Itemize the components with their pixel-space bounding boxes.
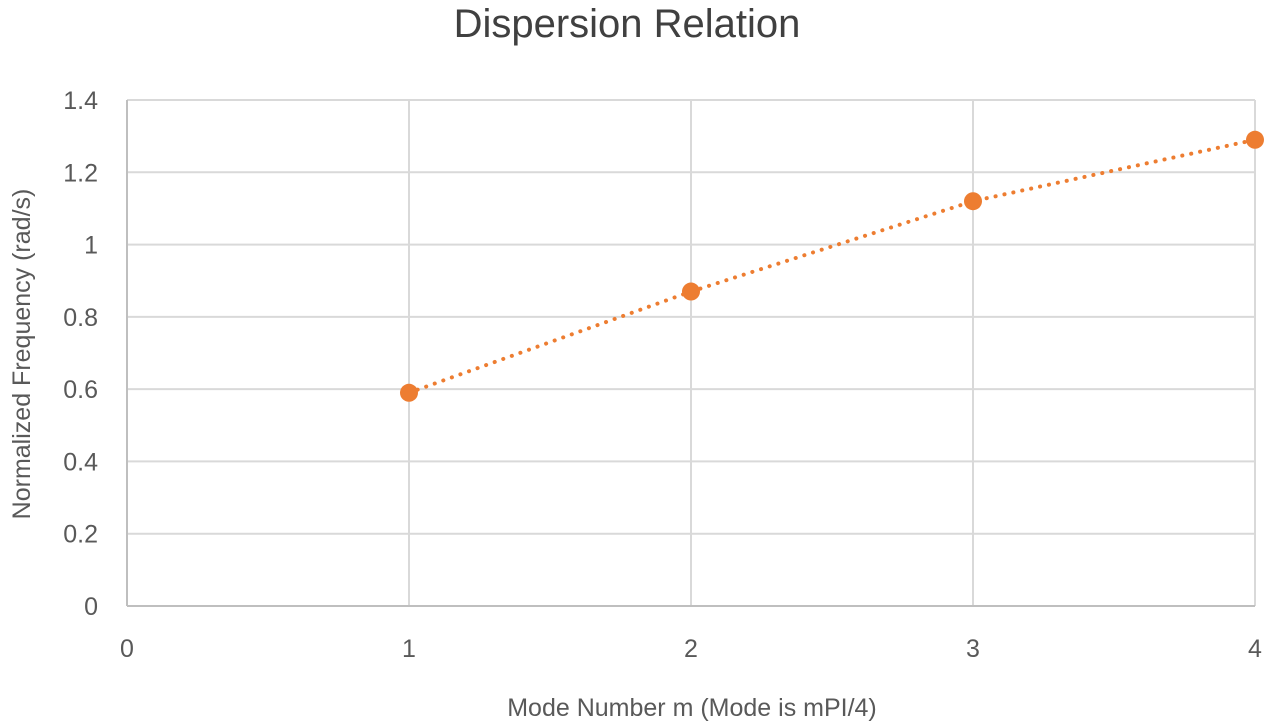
x-tick-label: 4 (1248, 635, 1262, 663)
y-tick-label: 0.8 (63, 304, 98, 332)
y-tick-label: 1 (84, 232, 98, 260)
data-point-marker (1246, 130, 1264, 149)
gridlines (126, 99, 1256, 607)
y-tick-label: 0.4 (63, 448, 98, 476)
x-tick-label: 2 (684, 635, 698, 663)
y-tick-label: 0.6 (63, 376, 98, 404)
x-axis-title: Mode Number m (Mode is mPI/4) (507, 694, 877, 722)
data-series (400, 130, 1264, 402)
chart-title: Dispersion Relation (454, 2, 801, 46)
data-point-marker (682, 282, 700, 301)
x-tick-label: 3 (966, 635, 980, 663)
y-axis-title: Normalized Frequency (rad/s) (8, 189, 36, 520)
data-point-marker (400, 383, 418, 402)
series-line (407, 137, 1257, 395)
y-tick-label: 1.4 (63, 87, 98, 115)
data-point-marker (964, 192, 982, 211)
y-axis-ticks: 0 0.2 0.4 0.6 0.8 1 1.2 1.4 (63, 87, 98, 621)
y-tick-label: 0.2 (63, 521, 98, 549)
y-tick-label: 0 (84, 593, 98, 621)
y-tick-label: 1.2 (63, 159, 98, 187)
x-tick-label: 0 (120, 635, 134, 663)
x-tick-label: 1 (402, 635, 416, 663)
x-axis-ticks: 0 1 2 3 4 (120, 635, 1262, 663)
